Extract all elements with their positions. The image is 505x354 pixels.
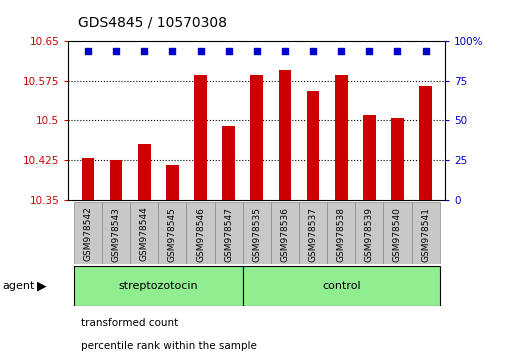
Text: GSM978546: GSM978546 — [195, 207, 205, 262]
Bar — [383, 202, 411, 264]
Point — [224, 48, 232, 54]
Text: GSM978538: GSM978538 — [336, 207, 345, 262]
Bar — [242, 266, 439, 306]
Bar — [355, 202, 383, 264]
Point — [365, 48, 373, 54]
Point — [84, 48, 92, 54]
Text: GSM978544: GSM978544 — [139, 207, 148, 262]
Text: GSM978545: GSM978545 — [168, 207, 177, 262]
Bar — [250, 75, 263, 200]
Text: GSM978542: GSM978542 — [83, 207, 92, 262]
Bar — [110, 160, 122, 200]
Point — [421, 48, 429, 54]
Bar — [186, 202, 214, 264]
Text: GSM978543: GSM978543 — [112, 207, 120, 262]
Bar — [326, 202, 355, 264]
Text: GSM978535: GSM978535 — [252, 207, 261, 262]
Bar — [130, 202, 158, 264]
Text: ▶: ▶ — [37, 279, 47, 292]
Bar — [242, 202, 270, 264]
Bar — [419, 86, 431, 200]
Bar — [166, 166, 178, 200]
Bar — [298, 202, 326, 264]
Point — [392, 48, 400, 54]
Text: GSM978536: GSM978536 — [280, 207, 289, 262]
Text: streptozotocin: streptozotocin — [118, 281, 198, 291]
Text: GSM978547: GSM978547 — [224, 207, 233, 262]
Bar — [362, 115, 375, 200]
Text: transformed count: transformed count — [81, 318, 178, 328]
Bar — [306, 91, 319, 200]
Bar — [390, 118, 403, 200]
Point — [112, 48, 120, 54]
Bar — [74, 266, 242, 306]
Bar — [278, 70, 291, 200]
Text: percentile rank within the sample: percentile rank within the sample — [81, 341, 257, 351]
Bar — [194, 75, 207, 200]
Point — [140, 48, 148, 54]
Bar — [214, 202, 242, 264]
Point — [336, 48, 344, 54]
Text: GSM978541: GSM978541 — [420, 207, 429, 262]
Bar — [222, 126, 234, 200]
Bar — [81, 158, 94, 200]
Text: GSM978537: GSM978537 — [308, 207, 317, 262]
Bar — [138, 144, 150, 200]
Point — [252, 48, 261, 54]
Text: GSM978540: GSM978540 — [392, 207, 401, 262]
Text: agent: agent — [3, 281, 35, 291]
Point — [168, 48, 176, 54]
Bar — [102, 202, 130, 264]
Bar — [334, 75, 347, 200]
Point — [280, 48, 288, 54]
Bar — [158, 202, 186, 264]
Bar — [74, 202, 102, 264]
Bar — [270, 202, 298, 264]
Text: GDS4845 / 10570308: GDS4845 / 10570308 — [78, 16, 227, 30]
Text: GSM978539: GSM978539 — [364, 207, 373, 262]
Text: control: control — [321, 281, 360, 291]
Bar — [411, 202, 439, 264]
Point — [196, 48, 204, 54]
Point — [309, 48, 317, 54]
